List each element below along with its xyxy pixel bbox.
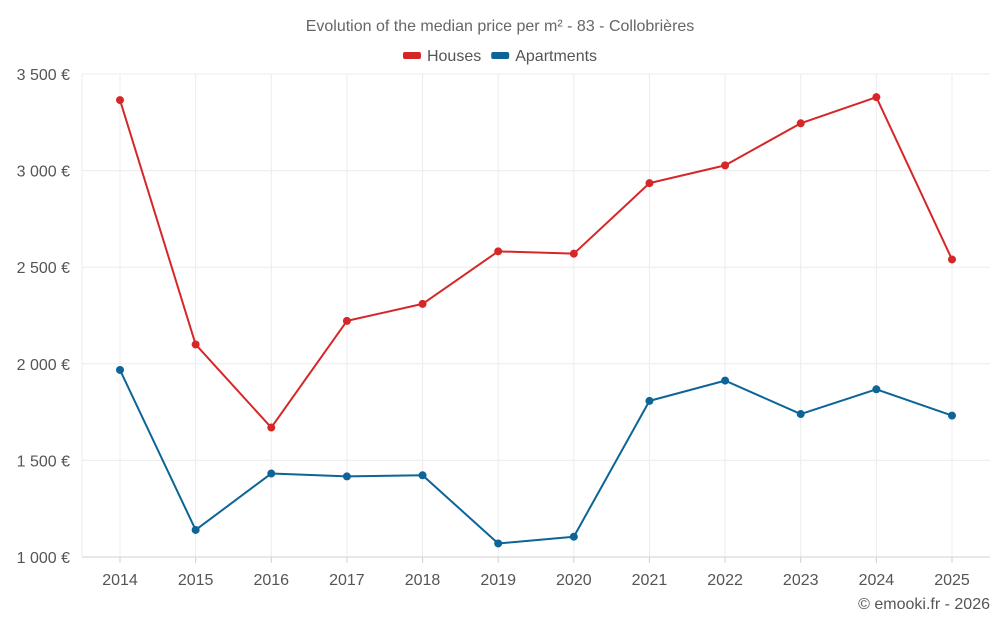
series-houses [116,93,956,432]
legend-label-apartments: Apartments [515,48,597,65]
data-point-houses[interactable] [191,340,200,349]
y-tick-label: 3 000 € [17,164,70,181]
data-point-houses[interactable] [721,161,730,170]
data-point-houses[interactable] [872,93,881,102]
legend-label-houses: Houses [427,48,481,65]
data-point-houses[interactable] [645,179,654,188]
data-point-apartments[interactable] [494,539,503,548]
x-tick-label: 2025 [934,572,970,589]
data-point-apartments[interactable] [948,411,956,420]
x-tick-label: 2016 [253,572,289,589]
y-axis: 1 000 € 1 500 € 2 000 € 2 500 € 3 000 € 3 500… [17,67,70,567]
data-point-apartments[interactable] [569,532,578,541]
data-point-apartments[interactable] [872,385,881,394]
x-tick-label: 2022 [707,572,743,589]
data-point-apartments[interactable] [191,525,200,534]
data-point-houses[interactable] [948,255,956,264]
legend: Houses Apartments [402,48,597,65]
data-point-houses[interactable] [342,316,351,325]
data-point-houses[interactable] [796,119,805,128]
x-tick-label: 2017 [329,572,365,589]
grid [81,73,990,558]
chart-title: Evolution of the median price per m² - 8… [306,18,695,35]
data-point-apartments[interactable] [267,469,276,478]
data-point-houses[interactable] [116,96,124,105]
x-tick-label: 2020 [556,572,592,589]
series-apartments [116,365,956,548]
series-layer [116,93,956,548]
data-point-houses[interactable] [494,247,503,256]
legend-swatch-houses [402,52,421,59]
data-point-houses[interactable] [267,423,276,432]
x-tick-label: 2019 [480,572,516,589]
y-tick-label: 3 500 € [17,67,70,84]
y-tick-label: 1 500 € [17,453,70,470]
x-tick-label: 2015 [178,572,214,589]
x-axis: 2014 2015 2016 2017 2018 2019 2020 2021 2022 2023… [102,557,970,589]
data-point-apartments[interactable] [116,365,124,374]
credit-text: © emooki.fr - 2026 [858,596,990,613]
data-point-apartments[interactable] [721,376,730,385]
data-point-apartments[interactable] [418,471,427,480]
x-tick-label: 2014 [102,572,138,589]
data-point-houses[interactable] [569,249,578,258]
series-line-apartments [119,369,953,545]
data-point-apartments[interactable] [645,396,654,405]
legend-swatch-apartments [491,52,510,59]
x-tick-label: 2023 [783,572,819,589]
y-tick-label: 2 000 € [17,357,70,374]
data-point-apartments[interactable] [796,410,805,419]
data-point-houses[interactable] [418,299,427,308]
y-tick-label: 2 500 € [17,260,70,277]
series-line-houses [119,96,953,429]
x-tick-label: 2021 [632,572,668,589]
x-tick-label: 2018 [405,572,441,589]
y-tick-label: 1 000 € [17,550,70,567]
x-tick-label: 2024 [859,572,895,589]
data-point-apartments[interactable] [342,472,351,481]
